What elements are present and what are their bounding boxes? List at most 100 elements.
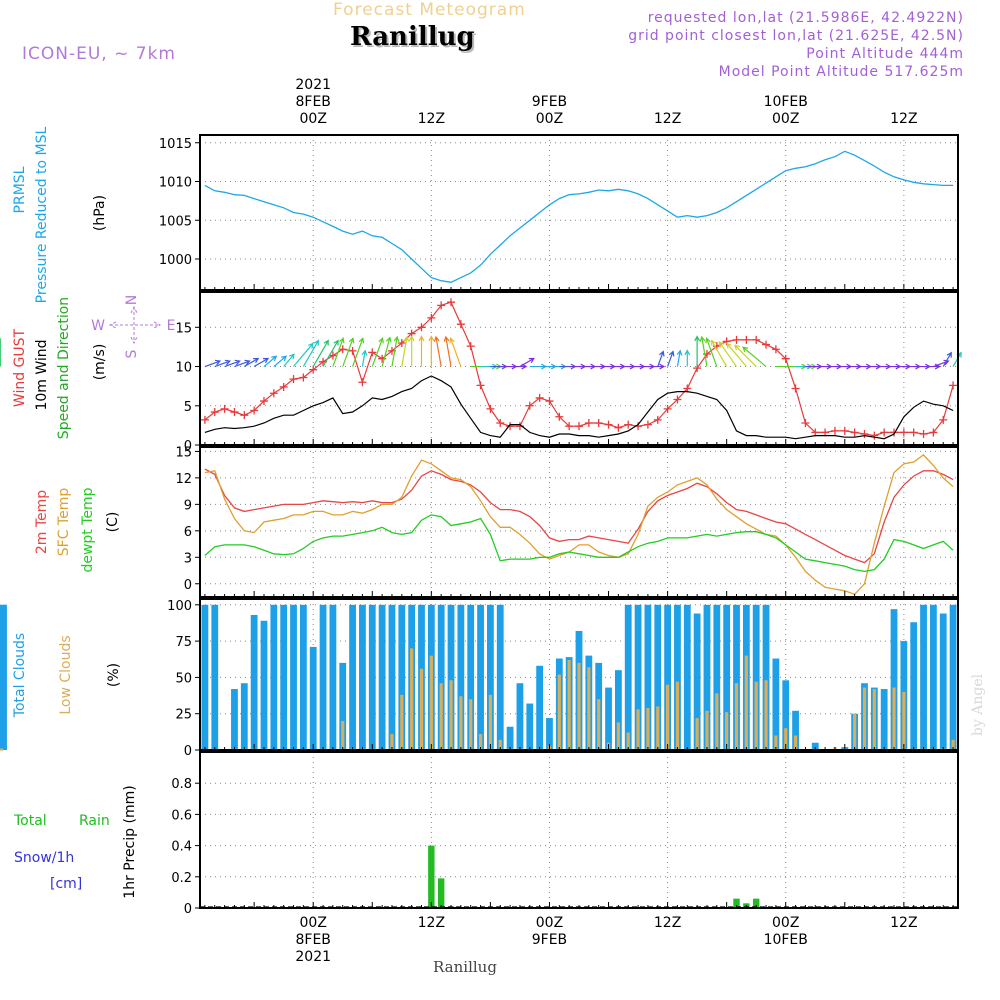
wind-direction-arrowhead — [428, 335, 435, 342]
total-clouds-bar — [782, 680, 790, 750]
low-clouds-bar — [793, 735, 798, 750]
wind-direction-arrow — [445, 336, 452, 367]
wind-gust-label: Wind GUST — [12, 328, 28, 407]
wind-direction-arrow — [224, 360, 240, 368]
y-tick-label: 0.8 — [171, 777, 192, 792]
precip-bar — [428, 845, 435, 908]
label-layer: 1000100510101015051015036912150255075100… — [12, 77, 918, 965]
time-label-top: 12Z — [890, 111, 917, 127]
wind-gust-point — [575, 422, 583, 431]
wind-gust-point — [259, 397, 268, 406]
time-label-top: 9FEB — [532, 94, 567, 110]
y-tick-label: 1015 — [159, 137, 192, 152]
wind-direction-arrow — [342, 338, 354, 367]
wind-gust-point — [949, 381, 958, 390]
precip-bar — [437, 878, 445, 908]
wind-gust-point — [614, 423, 623, 432]
y-tick-label: 12 — [175, 472, 192, 487]
total-clouds-bar — [929, 604, 937, 750]
wind-gust-point — [417, 323, 426, 332]
low-clouds-bar — [715, 693, 719, 750]
grid-point-coords: grid point closest lon,lat (21.625E, 42.… — [628, 28, 964, 44]
wind-gust-point — [781, 354, 790, 363]
total-clouds-bar — [388, 604, 396, 750]
wind-direction-arrowhead — [694, 335, 701, 342]
wind-gust-point — [830, 426, 839, 435]
wind-direction-arrowhead — [718, 340, 725, 347]
wind-direction-arrowhead — [253, 357, 260, 364]
low-clouds-bar — [341, 720, 345, 750]
wind-direction-arrow — [734, 344, 757, 367]
wind-direction-arrowhead — [385, 336, 392, 343]
wind-gust-point — [525, 401, 534, 410]
wind-gust-point — [909, 428, 918, 437]
wind-direction-arrowhead — [943, 359, 950, 366]
total-clouds-bar — [270, 604, 278, 750]
total-clouds-bar — [309, 646, 317, 750]
wind-direction-arrowhead — [443, 335, 450, 342]
temp-units: (C) — [105, 512, 121, 533]
time-label-top: 00Z — [536, 111, 563, 127]
low-clouds-bar — [902, 691, 906, 750]
compass-w-label: W — [91, 318, 105, 334]
wind-gust-point — [899, 428, 908, 437]
low-clouds-bar — [0, 750, 4, 751]
low-clouds-bar — [734, 683, 739, 750]
low-clouds-bar — [665, 684, 670, 750]
wind-direction-arrowhead — [528, 357, 535, 364]
wind-gust-point — [309, 365, 318, 374]
low-clouds-bar — [597, 699, 601, 750]
precip-rain-label: Rain — [79, 813, 110, 829]
total-clouds-bar — [349, 604, 356, 750]
wind-direction-arrowhead — [659, 350, 665, 357]
y-tick-label: 3 — [184, 551, 192, 566]
wind-gust-point — [919, 430, 928, 439]
time-label-bottom: 00Z — [300, 915, 327, 931]
precip-units: 1hr Precip (mm) — [122, 785, 138, 898]
panel-frame — [199, 751, 959, 909]
time-label-top: 12Z — [654, 111, 681, 127]
y-tick-label: 9 — [184, 498, 192, 513]
total-clouds-bar — [240, 683, 248, 750]
total-clouds-bar — [250, 614, 258, 750]
temp-dewpt-label: dewpt Temp — [80, 487, 96, 572]
wind-direction-arrow — [234, 360, 250, 368]
y-tick-label: 0 — [184, 744, 192, 759]
wind-direction-arrowhead — [323, 339, 329, 346]
low-clouds-bar — [872, 689, 876, 750]
low-clouds-bar — [449, 680, 453, 750]
wind-gust-point — [643, 420, 652, 429]
total-clouds-bar — [457, 604, 465, 750]
wind-gust-point — [663, 404, 672, 413]
wind-gust-point — [250, 406, 259, 415]
chart-subtitle: Forecast Meteogram — [333, 0, 526, 20]
total-clouds-bar — [634, 604, 642, 750]
wind-gust-point — [880, 428, 889, 437]
temp-dewpt-series-line — [204, 514, 954, 573]
low-clouds-bar — [705, 710, 709, 750]
wind-gust-point — [456, 320, 465, 329]
low-clouds-bar — [853, 713, 857, 750]
low-clouds-bar — [577, 662, 581, 750]
wind-10m-series-line — [204, 375, 954, 440]
low-clouds-bar — [616, 722, 620, 750]
low-clouds-bar — [410, 648, 414, 750]
low-clouds-bar — [567, 659, 571, 750]
total-clouds-bar — [605, 687, 612, 750]
wind-units: (m/s) — [92, 344, 108, 381]
pressure-series-line — [204, 150, 954, 283]
total-clouds-bar — [359, 604, 366, 750]
wind-gust-point — [860, 430, 869, 439]
wind-direction-arrow — [435, 336, 442, 367]
wind-direction-arrow — [701, 336, 708, 367]
time-label-bottom: 9FEB — [532, 932, 567, 948]
wind-direction-arrowhead — [313, 339, 319, 346]
total-clouds-bar — [536, 665, 544, 750]
compass-n-label: N — [124, 295, 140, 305]
low-clouds-bar — [784, 728, 788, 750]
wind-gust-point — [240, 411, 249, 420]
wind-gust-point — [279, 382, 288, 391]
y-tick-label: 0.6 — [171, 808, 192, 823]
wind-direction-arrow — [253, 358, 269, 368]
